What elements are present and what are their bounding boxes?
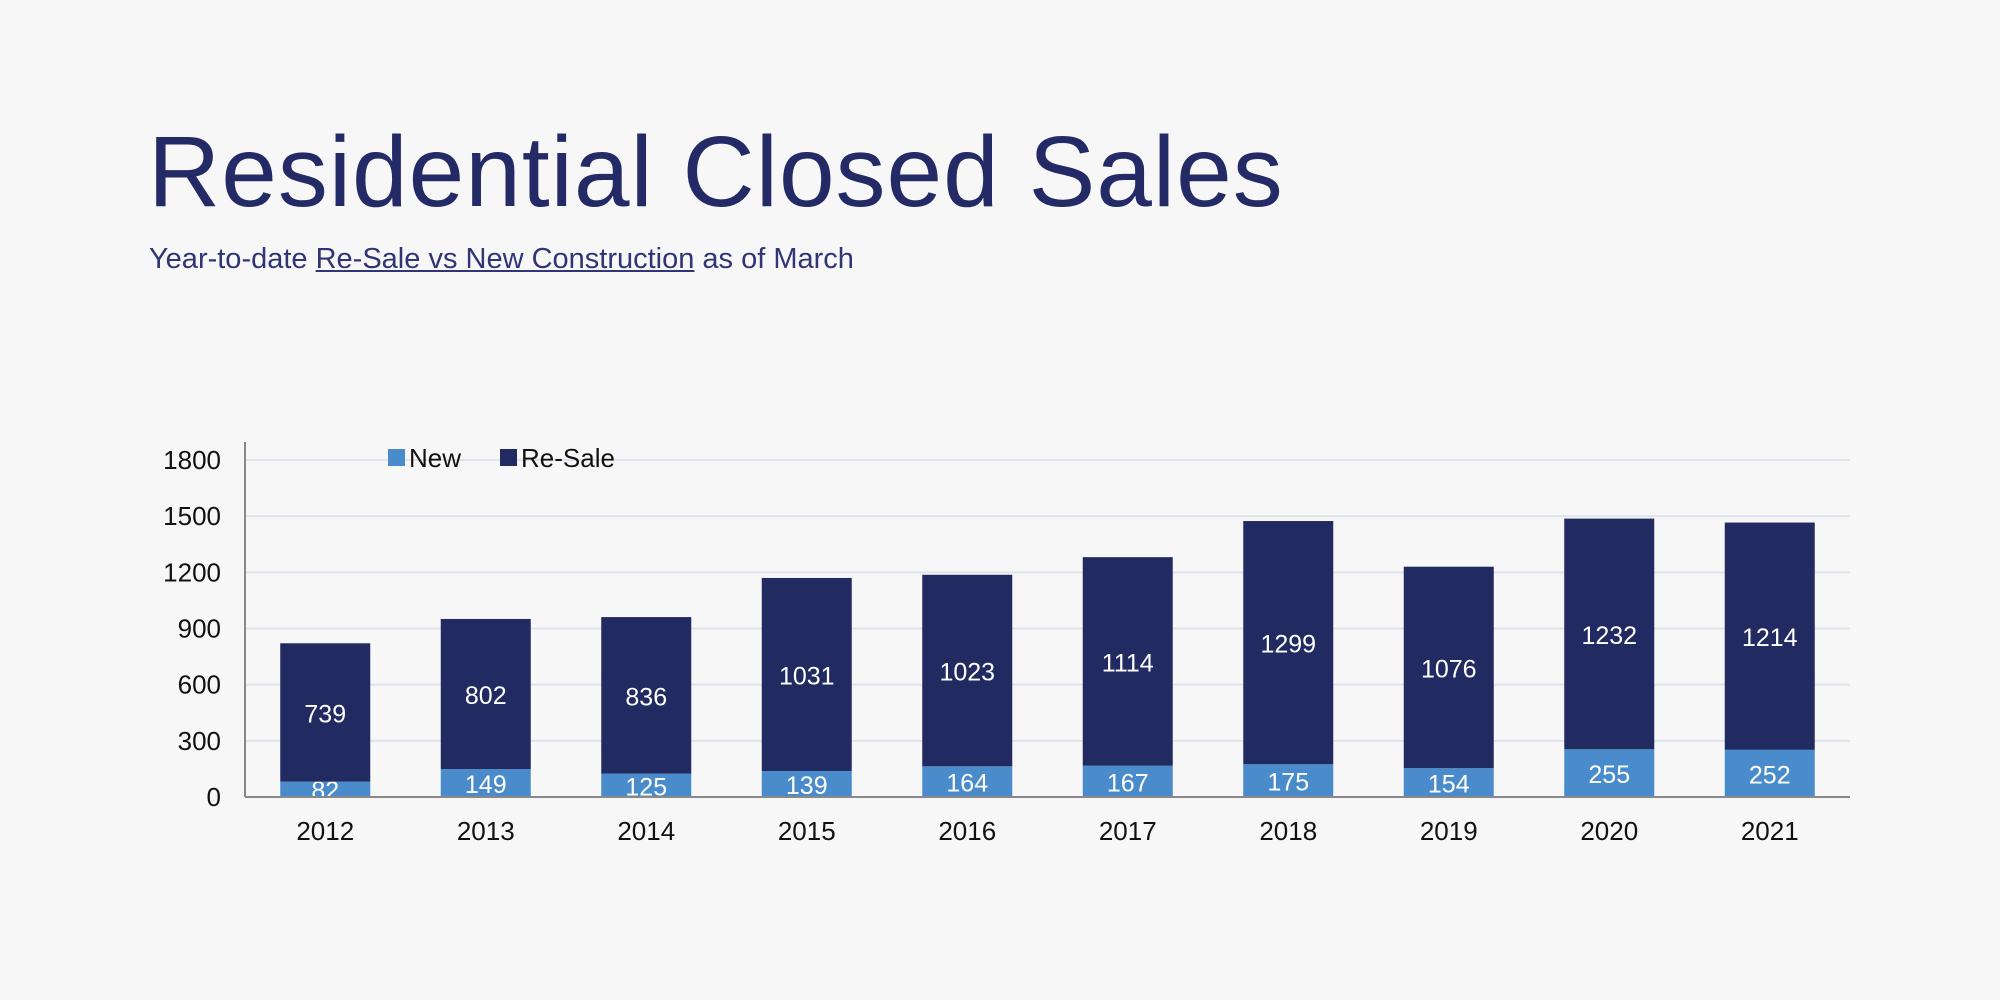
bar-new-2012	[280, 781, 371, 797]
y-tick-label: 900	[178, 614, 221, 644]
x-tick-label: 2017	[1099, 816, 1157, 846]
y-tick-label: 1500	[163, 501, 221, 531]
bar-new-2013	[440, 769, 531, 797]
bar-new-2017	[1082, 765, 1173, 797]
bar-new-2015	[761, 770, 852, 797]
x-tick-label: 2019	[1420, 816, 1478, 846]
data-label: 149	[465, 771, 507, 799]
data-label: 1114	[1102, 649, 1154, 677]
page-title: Residential Closed Sales	[148, 116, 1284, 228]
data-label: 1023	[939, 659, 995, 687]
bar-resale-2020	[1564, 518, 1655, 750]
bar-new-2020	[1564, 749, 1655, 797]
y-tick-label: 0	[207, 782, 221, 812]
subtitle-prefix: Year-to-date	[149, 243, 316, 275]
bar-resale-2016	[922, 574, 1013, 767]
subtitle-suffix: as of March	[694, 243, 854, 275]
y-tick-label: 1200	[163, 557, 221, 587]
bar-new-2021	[1724, 749, 1815, 797]
bar-new-2014	[601, 773, 692, 797]
x-tick-label: 2015	[778, 816, 836, 846]
bar-new-2016	[922, 766, 1013, 797]
x-tick-label: 2013	[457, 816, 515, 846]
bars: 8273914980212583613910311641023167111417…	[280, 518, 1815, 805]
subtitle-link: Re-Sale vs New Construction	[315, 243, 695, 275]
data-label: 139	[786, 772, 828, 800]
data-label: 255	[1588, 761, 1630, 789]
legend-label: New	[409, 443, 461, 473]
legend-swatch-new	[388, 449, 405, 466]
x-tick-label: 2012	[296, 816, 354, 846]
data-label: 836	[625, 683, 667, 711]
y-tick-label: 1800	[163, 445, 221, 475]
data-label: 82	[311, 777, 339, 805]
legend-swatch-resale	[500, 449, 517, 466]
x-tick-label: 2016	[938, 816, 996, 846]
bar-new-2018	[1243, 764, 1334, 797]
data-label: 1076	[1421, 655, 1477, 683]
y-tick-label: 300	[178, 726, 221, 756]
data-label: 167	[1107, 769, 1149, 797]
data-label: 1299	[1260, 631, 1316, 659]
data-label: 175	[1267, 769, 1309, 797]
bar-resale-2013	[440, 618, 531, 770]
data-label: 1232	[1581, 622, 1637, 650]
data-label: 802	[465, 682, 507, 710]
legend-label: Re-Sale	[521, 443, 615, 473]
x-tick-label: 2018	[1259, 816, 1317, 846]
x-tick-label: 2014	[617, 816, 675, 846]
x-tick-label: 2020	[1580, 816, 1638, 846]
bar-resale-2014	[601, 617, 692, 774]
data-label: 164	[946, 770, 988, 798]
bar-resale-2015	[761, 577, 852, 771]
data-label: 1214	[1742, 624, 1798, 652]
bar-resale-2021	[1724, 522, 1815, 750]
data-label: 1031	[779, 662, 835, 690]
data-label: 154	[1428, 771, 1470, 799]
bar-resale-2019	[1403, 566, 1494, 769]
bar-resale-2017	[1082, 557, 1173, 766]
bar-resale-2012	[280, 643, 371, 782]
page-subtitle: Year-to-date Re-Sale vs New Construction…	[149, 243, 854, 276]
data-label: 739	[304, 700, 346, 728]
axes: 0 300 600 900 1200 1500 1800 2012 2013 2014 2015 20…	[163, 442, 1850, 846]
bar-new-2019	[1403, 768, 1494, 797]
bar-resale-2018	[1243, 521, 1334, 765]
data-label: 252	[1749, 761, 1791, 789]
y-tick-label: 600	[178, 670, 221, 700]
x-tick-label: 2021	[1741, 816, 1799, 846]
legend: New Re-Sale	[388, 443, 615, 473]
